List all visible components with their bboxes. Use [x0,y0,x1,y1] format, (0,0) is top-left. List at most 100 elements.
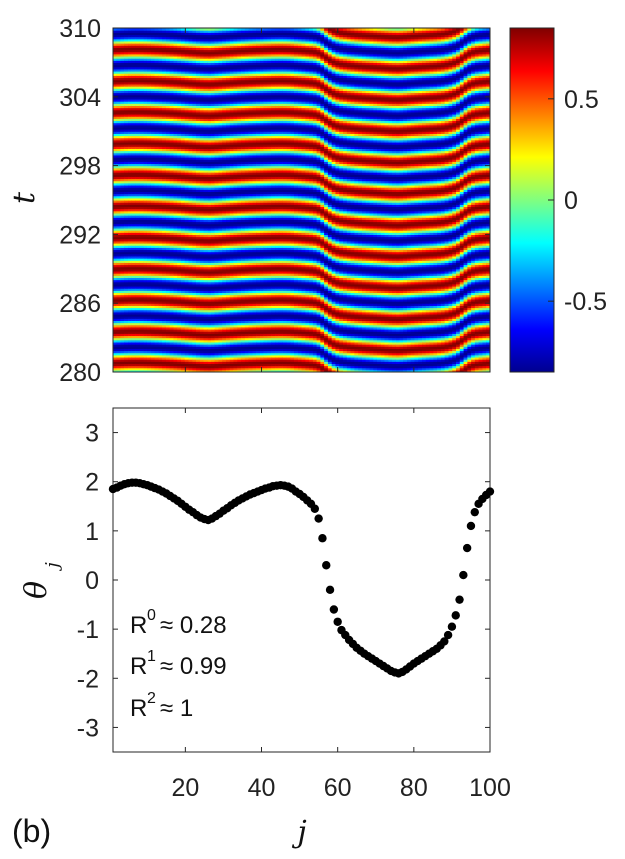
heatmap-cell [113,66,118,70]
heatmap-cell [131,305,137,309]
heatmap-cell [128,86,133,89]
heatmap-cell [128,193,133,197]
heatmap-cell [128,251,133,255]
heatmap-cell [158,152,163,156]
heatmap-cell [158,286,163,289]
heatmap-cell [113,148,118,152]
heatmap-cell [143,202,148,205]
heatmap-cell [124,341,129,345]
heatmap-cell [143,180,148,184]
heatmap-cell [150,238,156,242]
heatmap-cell [116,146,122,149]
heatmap-cell [124,165,129,169]
heatmap-cell [124,258,129,261]
heatmap-cell [146,273,152,276]
heatmap-cell [146,129,152,132]
heatmap-cell [116,286,122,289]
heatmap-cell [143,303,148,306]
heatmap-cell [128,215,133,218]
heatmap-cell [154,32,159,36]
heatmap-cell [113,294,118,298]
heatmap-cell [162,66,167,70]
heatmap-cell [158,83,163,87]
heatmap-cell [131,161,137,165]
heatmap-cell [116,139,122,143]
heatmap-cell [135,83,140,87]
heatmap-cell [154,114,159,117]
heatmap-cell [131,273,137,276]
heatmap-cell [135,268,140,272]
heatmap-cell [120,195,125,199]
heatmap-cell [146,367,152,371]
heatmap-cell [143,232,148,235]
heatmap-cell [124,126,129,130]
heatmap-cell [150,58,156,61]
heatmap-cell [128,268,133,272]
heatmap-cell [154,356,159,360]
heatmap-cell [150,120,156,124]
heatmap-cell [135,105,140,109]
heatmap-cell [131,335,137,339]
heatmap-cell [158,75,163,79]
heatmap-cell [143,195,148,199]
heatmap-cell [150,320,156,324]
heatmap-cell [124,86,129,89]
heatmap-cell [150,182,156,186]
heatmap-cell [154,208,159,212]
heatmap-cell [146,150,152,154]
heatmap-cell [143,126,148,130]
heatmap-cell [128,329,133,332]
heatmap-cell [128,217,133,220]
heatmap-cell [124,290,129,294]
heatmap-cell [113,182,118,186]
heatmap-cell [150,30,156,33]
heatmap-cell [116,144,122,147]
heatmap-cell [139,341,144,345]
heatmap-cell [158,225,163,229]
heatmap-cell [120,268,125,272]
heatmap-cell [143,182,148,186]
heatmap-cell [139,202,144,205]
heatmap-cell [158,281,163,285]
heatmap-cell [124,43,129,46]
heatmap-cell [120,116,125,119]
heatmap-cell [150,264,156,268]
heatmap-cell [135,75,140,79]
heatmap-cell [143,236,148,240]
heatmap-cell [165,283,171,287]
heatmap-cell [154,365,159,369]
heatmap-cell [120,114,125,117]
heatmap-cell [113,236,118,240]
heatmap-cell [128,103,133,106]
heatmap-cell [158,255,163,259]
heatmap-cell [150,126,156,130]
heatmap-cell [139,331,144,334]
heatmap-cell [143,204,148,208]
heatmap-cell [113,98,118,102]
heatmap-cell [150,339,156,343]
heatmap-cell [146,225,152,229]
heatmap-cell [139,367,144,371]
heatmap-cell [143,122,148,126]
heatmap-cell [158,68,163,72]
heatmap-cell [120,344,125,347]
heatmap-cell [143,341,148,345]
heatmap-cell [116,264,122,268]
heatmap-cell [135,249,140,253]
heatmap-cell [150,350,156,354]
heatmap-cell [128,309,133,313]
heatmap-cell [135,135,140,139]
heatmap-cell [124,232,129,235]
heatmap-cell [139,83,144,87]
heatmap-cell [116,53,122,57]
heatmap-cell [154,298,159,302]
heatmap-cell [154,303,159,306]
heatmap-cell [131,157,137,160]
heatmap-cell [162,365,167,369]
heatmap-cell [128,202,133,205]
heatmap-cell [150,152,156,156]
heatmap-cell [154,30,159,33]
heatmap-cell [124,96,129,100]
heatmap-cell [162,88,167,91]
heatmap-cell [146,131,152,134]
